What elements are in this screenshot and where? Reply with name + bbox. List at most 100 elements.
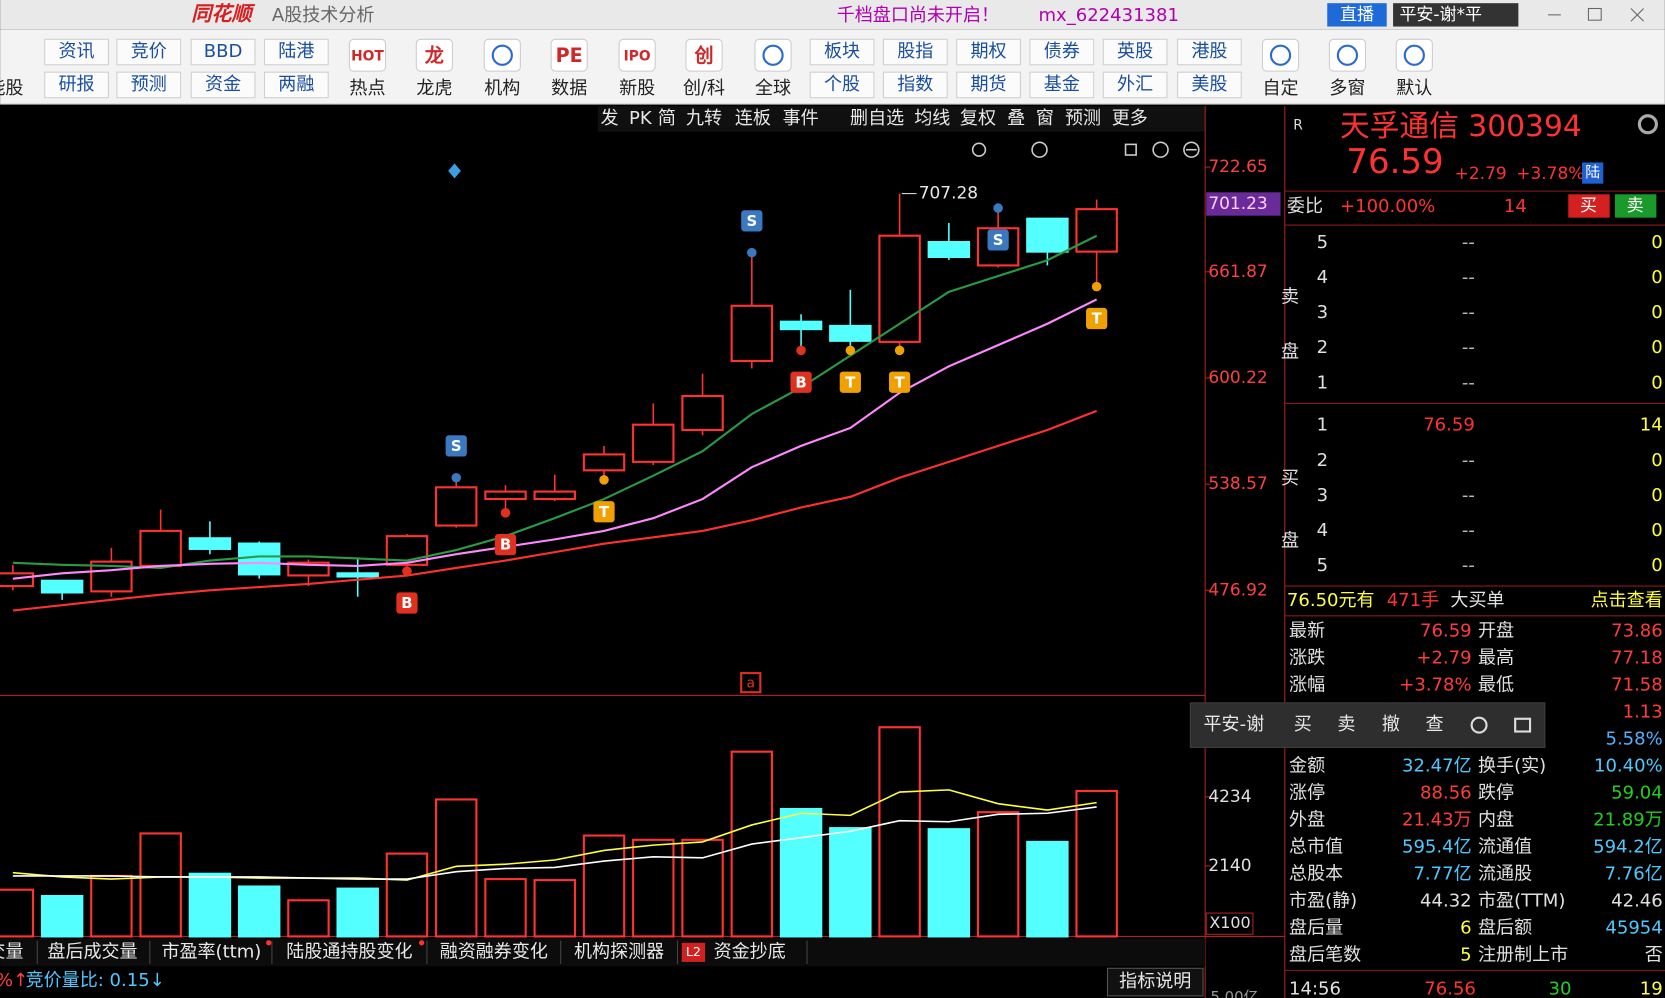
stat-label: 流通值 (1478, 836, 1532, 857)
stat-value: 45954 (1605, 917, 1662, 938)
indicator-tab[interactable]: 陆股通持股变化 (286, 941, 412, 962)
chart-tool[interactable]: 简 (658, 108, 676, 129)
chart-tool[interactable]: 删自选 (850, 108, 904, 129)
stat-label: 总股本 (1289, 863, 1343, 884)
toolbar-icon[interactable] (415, 38, 453, 72)
chart-tool[interactable]: PK (629, 108, 653, 129)
window-controls[interactable] (1548, 7, 1645, 22)
candle-body (681, 394, 724, 432)
toolbar-button[interactable] (1102, 71, 1168, 99)
toolbar-button[interactable] (809, 71, 875, 99)
toolbar-button-label: 个股 (824, 74, 860, 95)
sell-label[interactable]: 卖 (1627, 196, 1644, 216)
chart-tool[interactable]: 均线 (914, 108, 950, 129)
toolbar-button[interactable] (190, 38, 256, 66)
chart-tool[interactable]: 连板 (735, 108, 771, 129)
toolbar-button[interactable] (1029, 71, 1095, 99)
indicator-tab[interactable]: 成交量 (0, 941, 23, 962)
toolbar-button[interactable] (1029, 38, 1095, 66)
help-button[interactable] (1106, 967, 1204, 997)
broker-button[interactable] (1393, 3, 1519, 27)
chart-tool[interactable]: 预测 (1065, 108, 1101, 129)
book-price: -- (1462, 302, 1475, 323)
signal-badge (888, 371, 911, 393)
moving-average (12, 234, 1098, 570)
popup-window[interactable] (1514, 717, 1532, 733)
chart-tool[interactable]: 事件 (783, 108, 819, 129)
signal-text: T (1092, 310, 1103, 328)
popup-settings[interactable] (1470, 716, 1488, 734)
toolbar-icon[interactable] (1395, 38, 1433, 72)
toolbar-button[interactable] (263, 38, 329, 66)
toolbar-button[interactable] (116, 38, 182, 66)
toolbar-icon[interactable] (483, 38, 521, 72)
toolbar-icon[interactable] (550, 38, 588, 72)
icon-text: HOT (351, 48, 384, 64)
popup-action[interactable]: 查 (1425, 714, 1443, 735)
chart-tool[interactable]: 叠 (1007, 108, 1025, 129)
toolbar-icon[interactable] (685, 38, 723, 72)
toolbar-icon[interactable] (754, 38, 792, 72)
toolbar-button[interactable] (1177, 71, 1242, 99)
indicator-tab[interactable]: 资金抄底 (714, 941, 786, 962)
buy-label[interactable]: 买 (1580, 196, 1597, 216)
toolbar-icon[interactable] (1261, 38, 1300, 72)
toolbar-button[interactable] (44, 38, 109, 66)
stock-name: 天孚通信 300394 (1340, 109, 1582, 144)
indicator-tab[interactable]: 市盈率(ttm) (161, 941, 261, 962)
toolbar-button[interactable] (956, 71, 1021, 99)
signal-badge (494, 534, 517, 556)
toolbar-button[interactable] (809, 38, 875, 66)
toolbar-button[interactable] (882, 71, 948, 99)
indicator-tab[interactable]: 融资融券变化 (440, 941, 548, 962)
big-order[interactable]: 点击查看 (1591, 590, 1663, 611)
stat-value: 5 (1460, 944, 1471, 965)
live-button[interactable] (1327, 3, 1387, 27)
popup-action[interactable]: 买 (1294, 714, 1312, 735)
stat-value: 42.46 (1611, 890, 1663, 911)
toolbar-button[interactable] (116, 71, 182, 99)
signal-badge (1086, 307, 1108, 330)
last-price-label: 701.23 (1208, 194, 1267, 214)
sell-button[interactable] (1614, 194, 1657, 218)
toolbar-button[interactable] (1102, 38, 1168, 66)
popup-action[interactable]: 卖 (1337, 714, 1355, 735)
toolbar-icon[interactable] (1328, 38, 1367, 72)
toolbar-button[interactable] (882, 38, 948, 66)
high-label: 707.28 (919, 184, 978, 204)
stat-value: 1.13 (1623, 702, 1663, 723)
auction-prefix: %↑ (0, 970, 28, 991)
book-volume: 0 (1651, 232, 1662, 253)
stat-value: 594.2亿 (1593, 836, 1663, 857)
indicator-tab[interactable]: 盘后成交量 (47, 941, 137, 962)
popup-action[interactable]: 撤 (1382, 714, 1400, 735)
toolbar-button[interactable] (1177, 38, 1242, 66)
toolbar-icon[interactable] (348, 38, 387, 72)
chart-tool[interactable]: 九转 (686, 108, 722, 129)
volume-bar (40, 894, 84, 938)
book-level: 2 (1317, 450, 1328, 471)
chart-tool[interactable]: 发 (601, 108, 619, 129)
stat-label: 最新 (1289, 621, 1325, 642)
toolbar-button[interactable] (956, 38, 1021, 66)
stat-label: 盘后笔数 (1289, 944, 1361, 965)
icon-glyph (1269, 44, 1292, 66)
y-tick-label: 600.22 (1208, 368, 1267, 388)
buy-button[interactable] (1568, 194, 1610, 218)
account: mx_622431381 (1038, 5, 1179, 26)
toolbar-icon[interactable] (618, 38, 656, 72)
chart-tool[interactable]: 更多 (1112, 108, 1148, 129)
settings-icon[interactable] (1637, 114, 1658, 135)
chart-tool[interactable]: 窗 (1036, 108, 1054, 129)
toolbar-button[interactable] (44, 71, 109, 99)
volume-bar (139, 832, 182, 938)
chart-tool[interactable]: 复权 (960, 108, 996, 129)
indicator-tab-bar (0, 938, 1206, 967)
toolbar-button[interactable] (190, 71, 256, 99)
toolbar-button-label: 债券 (1044, 41, 1080, 62)
candle-body (927, 241, 971, 258)
toolbar-button[interactable] (263, 71, 329, 99)
book-price: -- (1462, 520, 1475, 541)
indicator-tab[interactable]: 机构探测器 (574, 941, 664, 962)
book-level: 3 (1317, 302, 1328, 323)
